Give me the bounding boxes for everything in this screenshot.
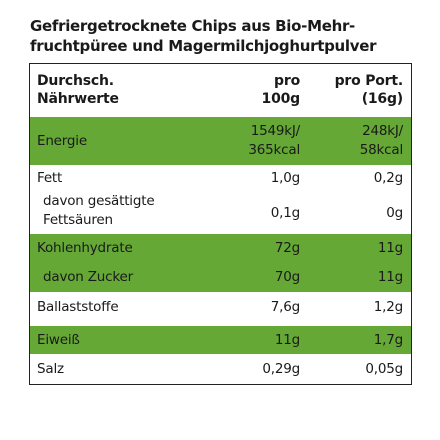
row-gesaettigte-fettsaeuren: davon gesättigte Fettsäuren 0,1g 0g [30, 192, 411, 234]
product-title: Gefriergetrocknete Chips aus Bio-Mehr- f… [30, 16, 430, 56]
energie-portion-kj: 248kJ/ [362, 123, 403, 139]
header-per-100g-line2: 100g [261, 91, 301, 107]
label-fett: Fett [37, 170, 63, 186]
title-line-1: Gefriergetrocknete Chips aus Bio-Mehr- [30, 17, 355, 35]
header-row: Durchsch. Nährwerte pro 100g pro Port. (… [30, 72, 411, 112]
energie-portion: 248kJ/ 58kcal [360, 122, 403, 160]
label-gesaettigte-line1: davon gesättigte [43, 193, 155, 209]
header-per-portion-line1: pro Port. [334, 73, 404, 89]
kohlenhydrate-per100: 72g [274, 240, 300, 256]
fett-portion: 0,2g [373, 170, 403, 186]
header-per-portion: pro Port. (16g) [334, 72, 404, 108]
salz-per100: 0,29g [262, 360, 300, 377]
row-zucker: davon Zucker 70g 11g [30, 263, 411, 292]
salz-portion: 0,05g [365, 360, 403, 377]
header-nutrients: Durchsch. Nährwerte [37, 72, 119, 108]
energie-per100: 1549kJ/ 365kcal [248, 122, 300, 160]
row-fett: Fett 1,0g 0,2g [30, 165, 411, 192]
ballaststoffe-portion: 1,2g [373, 298, 403, 315]
header-per-100g-line1: pro [274, 73, 300, 89]
label-kohlenhydrate: Kohlenhydrate [37, 240, 133, 256]
eiweiss-portion: 1,7g [373, 331, 403, 348]
label-energie: Energie [37, 132, 87, 149]
label-salz: Salz [37, 360, 64, 377]
header-nutrients-line2: Nährwerte [37, 91, 119, 107]
energie-per100-kcal: 365kcal [248, 142, 300, 158]
title-line-2: fruchtpüree und Magermilchjoghurtpulver [30, 37, 377, 55]
fett-per100: 1,0g [270, 170, 300, 186]
ballaststoffe-per100: 7,6g [270, 298, 300, 315]
gesaettigte-portion: 0g [386, 205, 403, 221]
nutrition-table: Durchsch. Nährwerte pro 100g pro Port. (… [29, 63, 412, 385]
kohlenhydrate-portion: 11g [377, 240, 403, 256]
energie-per100-kj: 1549kJ/ [250, 123, 301, 139]
row-energie: Energie 1549kJ/ 365kcal 248kJ/ 58kcal [30, 117, 411, 165]
header-nutrients-line1: Durchsch. [37, 73, 114, 89]
label-ballaststoffe: Ballaststoffe [37, 298, 119, 315]
zucker-portion: 11g [377, 269, 403, 285]
label-eiweiss: Eiweiß [37, 331, 80, 348]
label-gesaettigte-fettsaeuren: davon gesättigte Fettsäuren [43, 192, 155, 230]
eiweiss-per100: 11g [274, 331, 300, 348]
gesaettigte-per100: 0,1g [270, 205, 300, 221]
energie-portion-kcal: 58kcal [359, 142, 403, 158]
header-per-100g: pro 100g [261, 72, 301, 108]
row-salz: Salz 0,29g 0,05g [30, 354, 411, 384]
label-zucker: davon Zucker [43, 269, 133, 285]
row-kohlenhydrate: Kohlenhydrate 72g 11g [30, 234, 411, 263]
row-eiweiss: Eiweiß 11g 1,7g [30, 326, 411, 354]
row-ballaststoffe: Ballaststoffe 7,6g 1,2g [30, 292, 411, 322]
header-per-portion-line2: (16g) [361, 91, 404, 107]
label-gesaettigte-line2: Fettsäuren [43, 212, 113, 228]
zucker-per100: 70g [274, 269, 300, 285]
